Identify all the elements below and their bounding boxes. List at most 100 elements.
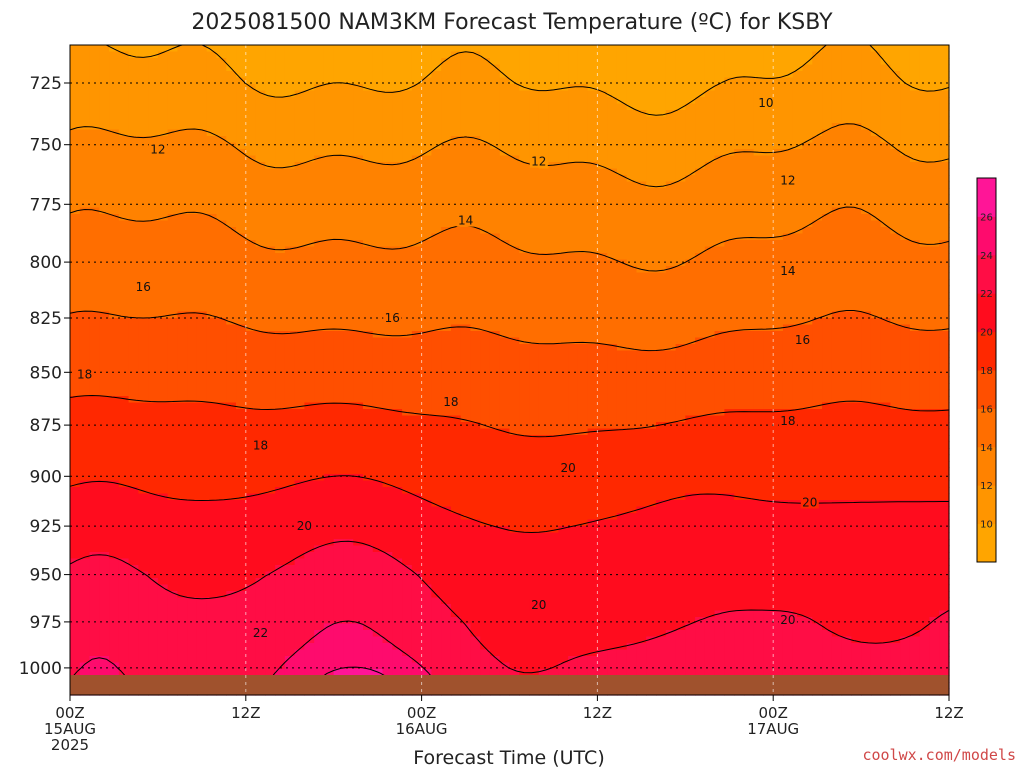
temperature-cell [304,201,315,209]
temperature-cell [607,110,618,118]
temperature-cell [782,194,794,202]
temperature-cell [753,246,765,254]
temperature-cell [343,246,354,254]
temperature-cell [421,129,432,137]
temperature-cell [538,318,550,326]
temperature-cell [284,324,296,332]
temperature-cell [685,344,696,352]
temperature-cell [870,285,882,293]
temperature-cell [587,246,598,254]
temperature-cell [226,90,237,98]
temperature-cell [236,129,247,137]
temperature-cell [880,292,891,300]
temperature-cell [372,396,384,404]
temperature-cell [909,253,921,261]
temperature-cell [636,240,647,248]
temperature-cell [519,123,530,131]
temperature-cell [187,220,198,228]
temperature-cell [763,142,774,150]
temperature-cell [392,272,403,280]
temperature-cell [909,51,921,59]
temperature-cell [646,285,657,293]
temperature-cell [597,220,608,228]
temperature-cell [314,285,325,293]
temperature-cell [353,77,364,85]
temperature-cell [646,116,657,124]
temperature-cell [99,129,110,137]
temperature-cell [558,279,569,287]
temperature-cell [323,272,335,280]
temperature-cell [656,220,667,228]
temperature-cell [802,201,813,209]
temperature-cell [363,220,374,228]
temperature-cell [861,201,872,209]
temperature-cell [157,155,169,163]
temperature-cell [695,207,706,215]
temperature-cell [265,103,276,111]
temperature-cell [577,331,589,339]
temperature-cell [372,123,384,131]
temperature-cell [431,58,442,66]
temperature-cell [890,90,901,98]
temperature-cell [577,292,589,300]
temperature-cell [919,337,931,345]
temperature-cell [128,344,139,352]
temperature-cell [333,292,345,300]
temperature-cell [802,259,813,267]
temperature-cell [245,246,257,254]
temperature-cell [616,285,628,293]
temperature-cell [538,337,550,345]
temperature-cell [450,194,462,202]
temperature-cell [714,324,725,332]
temperature-cell [314,51,325,59]
temperature-cell [343,344,354,352]
temperature-cell [597,331,608,339]
temperature-cell [519,201,530,209]
temperature-cell [812,324,823,332]
temperature-cell [323,259,335,267]
temperature-cell [538,194,550,202]
temperature-cell [187,142,198,150]
temperature-cell [323,344,335,352]
temperature-cell [343,259,354,267]
temperature-cell [704,376,716,384]
temperature-cell [558,77,569,85]
temperature-cell [79,155,91,163]
temperature-cell [900,383,911,391]
temperature-cell [431,129,442,137]
temperature-cell [831,188,843,196]
temperature-cell [470,337,481,345]
temperature-cell [304,71,315,79]
temperature-cell [890,142,901,150]
temperature-cell [167,162,179,170]
temperature-cell [206,207,218,215]
temperature-cell [275,214,286,222]
temperature-cell [685,129,696,137]
temperature-cell [704,123,716,131]
temperature-cell [851,311,862,319]
temperature-cell [431,357,442,365]
temperature-cell [851,142,862,150]
temperature-cell [284,149,296,157]
temperature-cell [577,285,589,293]
temperature-cell [714,266,725,274]
temperature-cell [822,350,833,358]
temperature-cell [587,233,598,241]
temperature-cell [890,298,901,306]
temperature-cell [841,142,852,150]
temperature-cell [851,376,862,384]
temperature-cell [880,116,891,124]
temperature-cell [841,396,852,404]
temperature-cell [812,97,823,105]
temperature-cell [861,259,872,267]
temperature-cell [900,344,911,352]
temperature-cell [519,214,530,222]
temperature-cell [529,149,540,157]
temperature-cell [558,123,569,131]
temperature-cell [450,285,462,293]
temperature-cell [929,71,940,79]
temperature-cell [548,279,559,287]
temperature-cell [441,149,452,157]
temperature-cell [138,175,149,183]
temperature-cell [460,123,472,131]
